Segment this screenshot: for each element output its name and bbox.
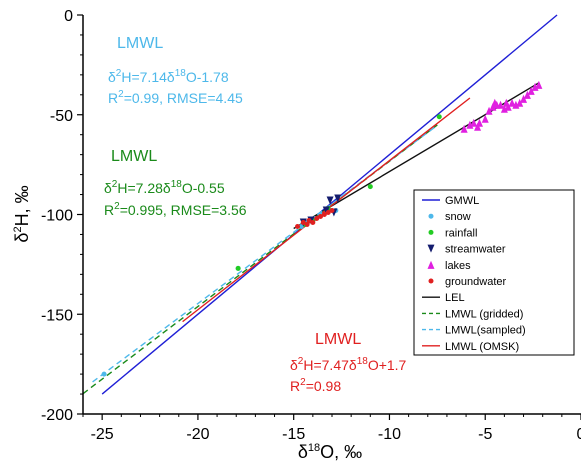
lakes-point — [485, 106, 493, 115]
lakes-point — [491, 98, 499, 107]
legend-label: groundwater — [445, 276, 506, 288]
groundwater-point — [314, 215, 320, 221]
legend-label: rainfall — [445, 227, 477, 239]
groundwater-series — [295, 208, 335, 229]
rainfall-point — [235, 265, 241, 271]
legend-label: LEL — [445, 292, 465, 304]
x-tick-label: 0 — [577, 426, 581, 443]
lakes-point — [508, 98, 516, 107]
x-axis-label: δ18O, ‰ — [298, 442, 362, 462]
legend-item-lakes: lakes — [427, 260, 471, 272]
legend-label: streamwater — [445, 244, 506, 256]
lakes-point — [470, 118, 478, 127]
legend-swatch — [428, 229, 434, 235]
annotation-equation: δ2H=7.14δ18O-1.78 — [108, 68, 229, 85]
groundwater-point — [304, 221, 310, 227]
legend-label: lakes — [445, 260, 471, 272]
lakes-point — [535, 80, 543, 89]
groundwater-point — [329, 208, 335, 214]
annotation-title: LMWL — [315, 331, 361, 348]
lakes-point — [475, 118, 483, 127]
annotation-lmwl-sampled: LMWL δ2H=7.14δ18O-1.78 R2=0.99, RMSE=4.4… — [108, 35, 243, 106]
groundwater-point — [295, 223, 301, 229]
annotation-title: LMWL — [111, 148, 157, 165]
y-tick-label: -50 — [50, 108, 73, 125]
legend-item-lmwl-sampled: LMWL(sampled) — [422, 325, 526, 337]
annotation-stats: R2=0.99, RMSE=4.45 — [108, 89, 243, 106]
lakes-point — [527, 86, 535, 95]
groundwater-point — [318, 213, 324, 219]
legend-item-groundwater: groundwater — [428, 276, 506, 288]
legend-item-lel: LEL — [422, 292, 465, 304]
legend-box — [413, 189, 575, 356]
groundwater-point — [325, 210, 331, 216]
annotation-equation: δ2H=7.47δ18O+1.7 — [290, 356, 407, 373]
lakes-point — [516, 98, 524, 107]
legend-label: GMWL — [445, 195, 479, 207]
annotation-lmwl-gridded: LMWL δ2H=7.28δ18O-0.55 R2=0.995, RMSE=3.… — [104, 148, 247, 218]
legend: GMWL snow rainfall streamwater lakes groundwa… — [413, 189, 575, 356]
groundwater-point — [310, 219, 316, 225]
y-tick-label: -150 — [41, 307, 73, 324]
series-points — [101, 80, 543, 377]
streamwater-point — [334, 194, 342, 203]
snow-point — [101, 371, 107, 377]
annotation-stats: R2=0.98 — [290, 377, 341, 394]
legend-item-lmwl-gridded: LMWL (gridded) — [422, 308, 523, 320]
rainfall-point — [367, 184, 373, 190]
streamwater-point — [322, 206, 330, 215]
x-tick-label: -20 — [186, 426, 209, 443]
legend-item-gmwl: GMWL — [422, 195, 479, 207]
lakes-series — [460, 80, 543, 133]
streamwater-point — [326, 196, 334, 205]
legend-swatch — [428, 278, 434, 284]
legend-swatch — [428, 213, 434, 219]
lakes-point — [523, 90, 531, 99]
groundwater-point — [300, 219, 306, 225]
legend-label: snow — [445, 211, 471, 223]
x-tick-label: -10 — [378, 426, 401, 443]
annotation-equation: δ2H=7.28δ18O-0.55 — [104, 179, 225, 196]
axis-ticks: -25-20-15-10-50-200-150-100-500 — [41, 8, 581, 443]
groundwater-point — [306, 217, 312, 223]
legend-item-snow: snow — [428, 211, 471, 223]
lmwl-sampled-line — [92, 124, 438, 383]
annotation-title: LMWL — [117, 35, 163, 52]
rainfall-point — [436, 114, 442, 120]
x-tick-label: -15 — [282, 426, 305, 443]
legend-label: LMWL (gridded) — [445, 308, 523, 320]
legend-item-streamwater: streamwater — [427, 244, 506, 256]
y-tick-label: 0 — [64, 8, 73, 25]
legend-item-lmwl-omsk: LMWL (OMSK) — [422, 341, 519, 353]
legend-label: LMWL(sampled) — [445, 325, 526, 337]
annotation-stats: R2=0.995, RMSE=3.56 — [104, 201, 247, 218]
lakes-point — [520, 94, 528, 103]
lakes-point — [460, 124, 468, 133]
lakes-point — [502, 98, 510, 107]
annotation-lmwl-omsk: LMWL δ2H=7.47δ18O+1.7 R2=0.98 — [290, 331, 407, 394]
x-tick-label: -5 — [478, 426, 492, 443]
snow-point — [298, 223, 304, 229]
legend-swatch — [427, 244, 435, 253]
y-tick-label: -200 — [41, 407, 73, 424]
legend-swatch — [427, 260, 435, 269]
x-tick-label: -25 — [91, 426, 114, 443]
legend-item-rainfall: rainfall — [428, 227, 477, 239]
y-tick-label: -100 — [41, 208, 73, 225]
legend-label: LMWL (OMSK) — [445, 341, 519, 353]
lakes-point — [481, 114, 489, 123]
gmwl-line — [101, 14, 558, 395]
groundwater-point — [321, 212, 327, 217]
y-axis-label: δ2H, ‰ — [12, 185, 32, 242]
lakes-point — [497, 100, 505, 109]
